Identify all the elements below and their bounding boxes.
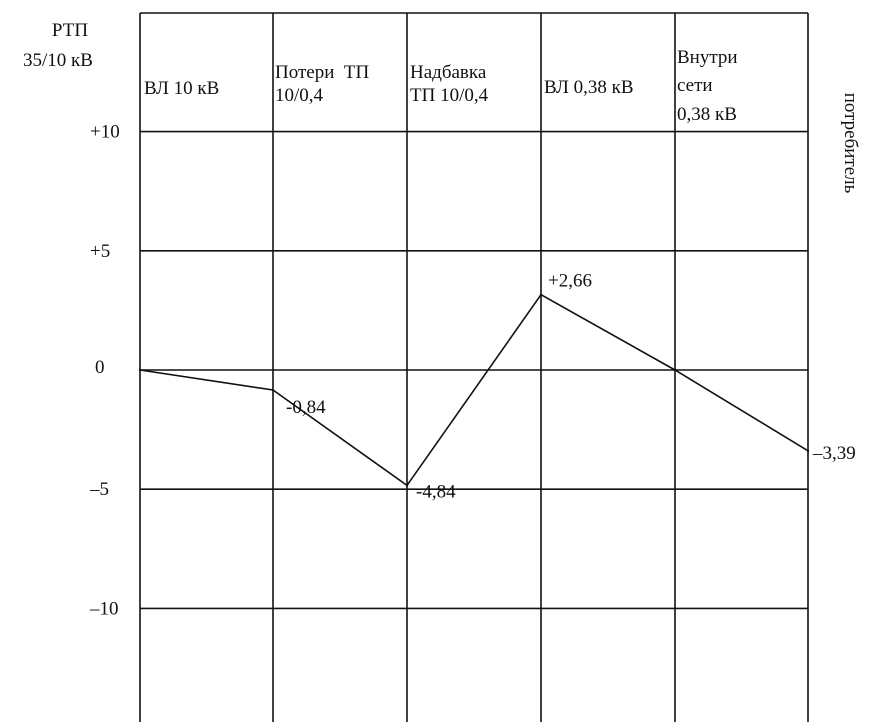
data-label-3: +2,66 bbox=[548, 271, 592, 292]
column-header-1-line-1: 10/0,4 bbox=[275, 85, 324, 106]
y-axis: +10 +5 0 –5 –10 bbox=[89, 122, 120, 620]
origin-label-line-0: РТП bbox=[52, 20, 88, 41]
column-header-0-line-0: ВЛ 10 кВ bbox=[144, 78, 219, 99]
data-point-0 bbox=[138, 368, 142, 372]
chart-grid bbox=[139, 12, 809, 722]
y-tick-label-0: +10 bbox=[90, 122, 120, 143]
column-header-2-line-1: ТП 10/0,4 bbox=[410, 85, 489, 106]
y-tick-label-3: –5 bbox=[89, 479, 109, 500]
y-tick-label-2: 0 bbox=[95, 357, 105, 378]
chart-series: -0,84 -4,84 +2,66 –3,39 bbox=[138, 271, 856, 502]
y-tick-label-1: +5 bbox=[90, 241, 110, 262]
origin-label-line-1: 35/10 кВ bbox=[23, 50, 93, 71]
column-header-2-line-0: Надбавка bbox=[410, 62, 487, 83]
data-point-1 bbox=[271, 388, 275, 392]
series-line bbox=[139, 293, 809, 487]
data-point-2 bbox=[405, 484, 409, 487]
column-header-4-line-0: Внутри bbox=[677, 47, 738, 68]
data-label-5: –3,39 bbox=[812, 443, 856, 464]
column-header-1-line-0: Потери ТП bbox=[275, 62, 369, 83]
column-header-3-line-0: ВЛ 0,38 кВ bbox=[544, 77, 634, 98]
data-point-3 bbox=[539, 293, 543, 296]
column-header-4-line-1: сети bbox=[677, 75, 713, 96]
data-label-2: -4,84 bbox=[416, 481, 456, 502]
consumer-label: потребитель bbox=[840, 93, 861, 194]
data-point-4 bbox=[673, 368, 677, 372]
data-point-5 bbox=[806, 449, 810, 453]
y-tick-label-4: –10 bbox=[89, 598, 119, 619]
data-label-1: -0,84 bbox=[286, 397, 326, 418]
column-header-4-line-2: 0,38 кВ bbox=[677, 104, 737, 125]
